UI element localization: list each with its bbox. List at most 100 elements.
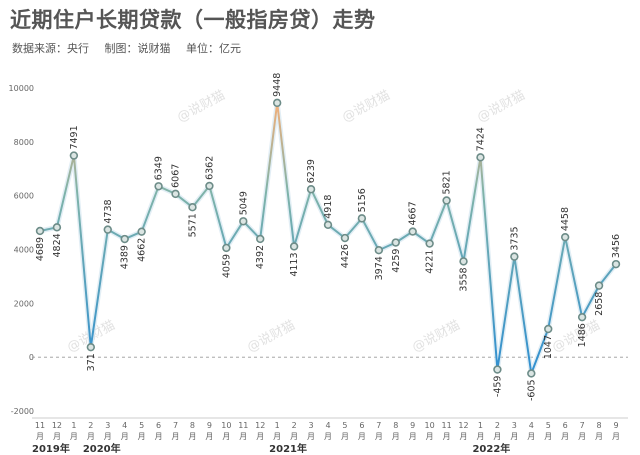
data-label: 2658	[594, 292, 605, 316]
data-label: 4389	[120, 245, 131, 269]
data-label: 4426	[340, 244, 351, 268]
svg-text:月: 月	[460, 432, 468, 441]
svg-text:2: 2	[88, 421, 93, 430]
data-label: 5156	[357, 188, 368, 212]
svg-text:3: 3	[105, 421, 110, 430]
svg-text:月: 月	[476, 432, 484, 441]
x-tick-label: 3月	[104, 421, 112, 441]
data-label: 3974	[374, 256, 385, 280]
svg-text:月: 月	[392, 432, 400, 441]
svg-text:6: 6	[563, 421, 568, 430]
svg-text:月: 月	[256, 432, 264, 441]
data-source: 数据来源：央行	[12, 42, 89, 55]
watermark: @说财猫	[175, 88, 228, 126]
data-label: -459	[492, 376, 503, 398]
x-tick-label: 6月	[155, 421, 163, 441]
data-label: 4259	[391, 249, 402, 273]
svg-text:月: 月	[341, 432, 349, 441]
data-point	[239, 217, 248, 226]
data-point	[408, 227, 417, 236]
svg-text:2: 2	[292, 421, 297, 430]
data-label: 5571	[187, 213, 198, 237]
data-point	[510, 252, 519, 261]
x-tick-label: 1月	[70, 421, 78, 441]
svg-text:1: 1	[275, 421, 280, 430]
x-tick-label: 12 月	[52, 421, 62, 441]
svg-text:月: 月	[578, 432, 586, 441]
x-tick-label: 12 月	[255, 421, 265, 441]
data-point	[154, 182, 163, 191]
svg-text:7: 7	[173, 421, 178, 430]
watermark: @说财猫	[340, 88, 393, 126]
x-tick-label: 10 月	[425, 421, 435, 441]
data-point	[594, 281, 604, 290]
svg-text:6: 6	[359, 421, 364, 430]
x-tick-label: 4月	[527, 421, 535, 441]
svg-text:8: 8	[190, 421, 195, 430]
svg-text:月: 月	[205, 432, 213, 441]
data-point	[171, 189, 180, 199]
data-point	[374, 245, 384, 255]
data-point	[476, 153, 485, 162]
y-tick-label: 8000	[14, 138, 34, 147]
svg-text:月: 月	[409, 432, 417, 441]
watermark: @说财猫	[410, 318, 463, 356]
svg-text:12: 12	[458, 421, 468, 430]
data-point	[256, 234, 265, 244]
x-tick-label: 1月	[476, 421, 484, 441]
data-label: 4059	[221, 254, 232, 278]
data-point	[69, 151, 79, 160]
svg-text:月: 月	[307, 432, 315, 441]
svg-text:3: 3	[309, 421, 314, 430]
data-label: 5049	[238, 191, 249, 215]
x-tick-label: 11 月	[238, 421, 248, 441]
data-point	[120, 234, 129, 244]
data-point	[323, 220, 333, 229]
x-tick-label: 9月	[409, 421, 417, 441]
data-label: 5821	[442, 170, 453, 194]
data-label: 4689	[35, 237, 46, 261]
data-label: 7491	[69, 125, 80, 149]
svg-text:10: 10	[425, 421, 435, 430]
svg-text:月: 月	[561, 432, 569, 441]
watermark: @说财猫	[245, 318, 298, 356]
x-tick-label: 9月	[205, 421, 213, 441]
svg-text:6: 6	[156, 421, 161, 430]
svg-text:月: 月	[612, 432, 620, 441]
svg-text:7: 7	[376, 421, 381, 430]
year-label: 2019年	[32, 442, 70, 455]
svg-text:月: 月	[527, 432, 535, 441]
svg-text:月: 月	[87, 432, 95, 441]
svg-text:月: 月	[324, 432, 332, 441]
chart-title: 近期住户长期贷款（一般指房贷）走势	[10, 8, 376, 32]
svg-text:月: 月	[595, 432, 603, 441]
x-tick-label: 8月	[595, 421, 603, 441]
data-label: 4221	[425, 250, 436, 274]
data-label: 4113	[289, 252, 300, 276]
x-tick-label: 2月	[87, 421, 95, 441]
svg-text:月: 月	[358, 432, 366, 441]
svg-text:1: 1	[478, 421, 483, 430]
x-tick-label: 6月	[561, 421, 569, 441]
x-tick-label: 12 月	[458, 421, 468, 441]
x-tick-label: 5月	[341, 421, 349, 441]
svg-text:12: 12	[52, 421, 62, 430]
x-tick-label: 3月	[307, 421, 315, 441]
x-tick-label: 4月	[324, 421, 332, 441]
data-point	[611, 259, 621, 269]
svg-text:2: 2	[495, 421, 500, 430]
svg-text:4: 4	[529, 421, 534, 430]
y-tick-label: 0	[29, 353, 34, 362]
svg-text:5: 5	[139, 421, 144, 430]
x-tick-label: 1月	[273, 421, 281, 441]
svg-text:月: 月	[138, 432, 146, 441]
data-point	[357, 214, 367, 223]
svg-text:4: 4	[325, 421, 330, 430]
data-label: 3735	[509, 226, 520, 250]
x-tick-label: 4月	[121, 421, 129, 441]
x-tick-label: 11 月	[441, 421, 451, 441]
svg-text:9: 9	[613, 421, 618, 430]
x-tick-label: 7月	[375, 421, 383, 441]
data-label: 371	[86, 353, 97, 371]
data-point	[137, 227, 146, 236]
